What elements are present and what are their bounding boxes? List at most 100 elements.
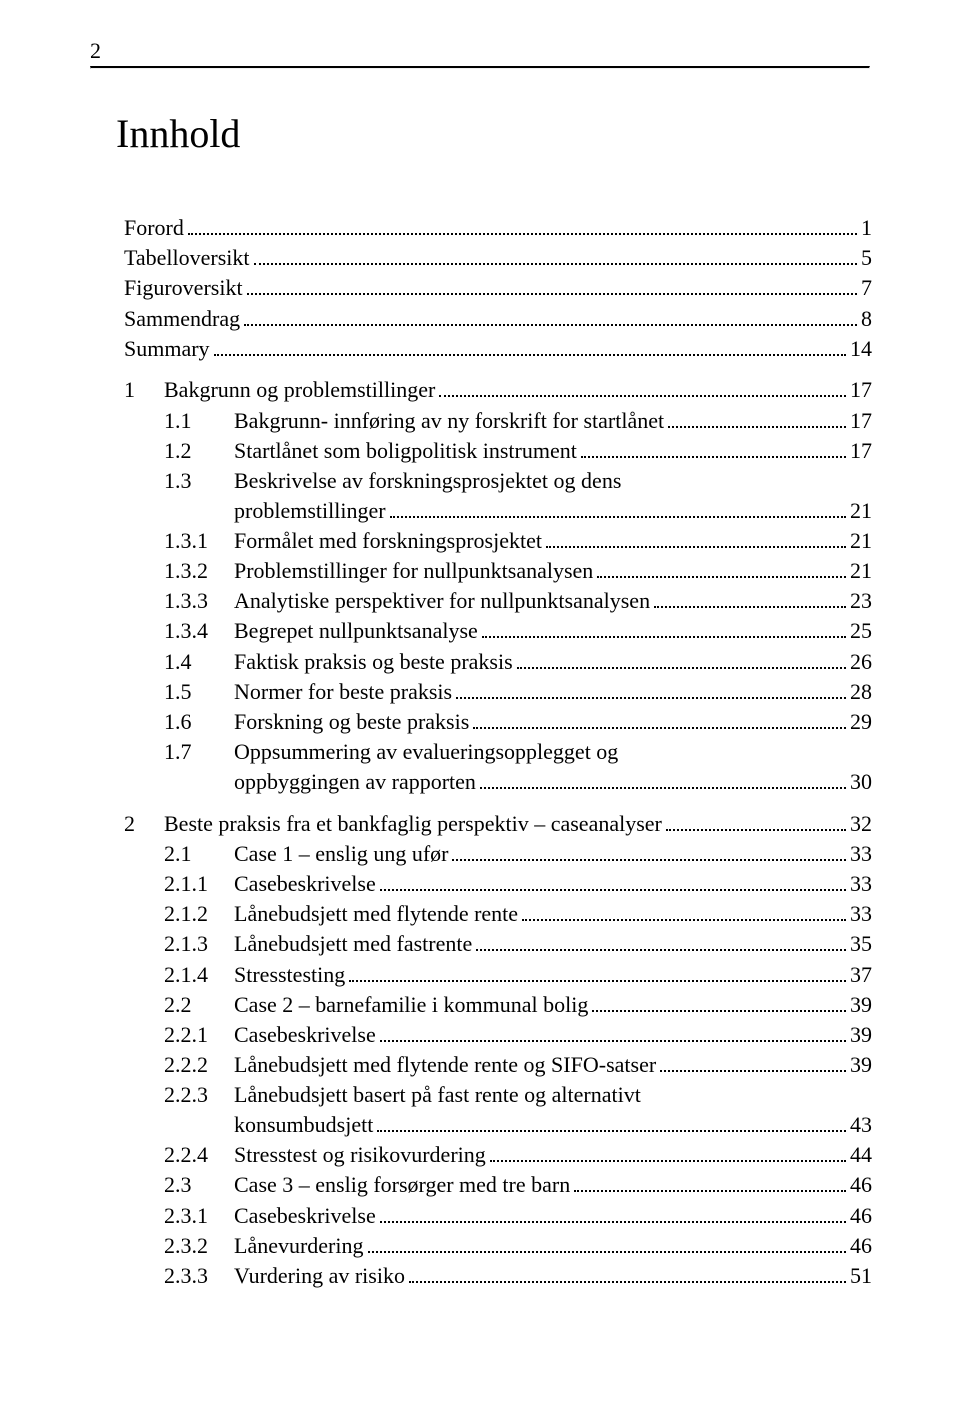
toc-label: Casebeskrivelse — [234, 1201, 376, 1231]
leader-dots — [390, 500, 846, 518]
toc-page: 37 — [850, 960, 872, 990]
toc-page: 46 — [850, 1170, 872, 1200]
toc-label: Sammendrag — [124, 304, 240, 334]
toc-label: Problemstillinger for nullpunktsanalysen — [234, 556, 593, 586]
toc-num: 2.1 — [164, 839, 234, 869]
toc-page: 33 — [850, 899, 872, 929]
leader-dots — [452, 843, 846, 861]
leader-dots — [480, 771, 846, 789]
toc-page: 29 — [850, 707, 872, 737]
leader-dots — [546, 530, 846, 548]
toc-num: 2.3.3 — [164, 1261, 234, 1291]
toc-row: 1.2 Startlånet som boligpolitisk instrum… — [164, 436, 872, 466]
toc-multiline: Oppsummering av evalueringsopplegget og … — [234, 737, 872, 796]
toc-page: 26 — [850, 647, 872, 677]
leader-dots — [654, 591, 846, 609]
toc-row: 1.3.2 Problemstillinger for nullpunktsan… — [164, 556, 872, 586]
toc-label: Lånebudsjett med flytende rente og SIFO-… — [234, 1050, 656, 1080]
toc-label: problemstillinger — [234, 496, 386, 526]
toc-page: 17 — [850, 406, 872, 436]
toc-num: 1.6 — [164, 707, 234, 737]
toc-row: 1.3.1 Formålet med forskningsprosjektet … — [164, 526, 872, 556]
toc-label: Case 3 – enslig forsørger med tre barn — [234, 1170, 570, 1200]
leader-dots — [380, 1205, 846, 1223]
toc-row: 2.1.2 Lånebudsjett med flytende rente 33 — [164, 899, 872, 929]
leader-dots — [377, 1114, 846, 1132]
toc-multiline: Beskrivelse av forskningsprosjektet og d… — [234, 466, 872, 525]
toc-label: Case 2 – barnefamilie i kommunal bolig — [234, 990, 588, 1020]
toc-num: 2.3.2 — [164, 1231, 234, 1261]
toc-label: Casebeskrivelse — [234, 869, 376, 899]
leader-dots — [597, 560, 846, 578]
toc-row: 2.3.3 Vurdering av risiko 51 — [164, 1261, 872, 1291]
toc-label: Figuroversikt — [124, 273, 243, 303]
leader-dots — [666, 813, 846, 831]
toc-row: 2.2.3 Lånebudsjett basert på fast rente … — [164, 1080, 872, 1139]
toc-label: Beste praksis fra et bankfaglig perspekt… — [164, 809, 662, 839]
toc-page: 32 — [850, 809, 872, 839]
table-of-contents: Forord 1 Tabelloversikt 5 Figuroversikt … — [124, 213, 872, 1291]
toc-row: 2.2.2 Lånebudsjett med flytende rente og… — [164, 1050, 872, 1080]
leader-dots — [522, 904, 846, 922]
content-area: Innhold Forord 1 Tabelloversikt 5 Figuro… — [124, 110, 872, 1291]
toc-row: 1.3 Beskrivelse av forskningsprosjektet … — [164, 466, 872, 525]
page-number: 2 — [90, 38, 101, 64]
toc-page: 43 — [850, 1110, 872, 1140]
toc-row: 1.4 Faktisk praksis og beste praksis 26 — [164, 647, 872, 677]
toc-row: 2.3.2 Lånevurdering 46 — [164, 1231, 872, 1261]
toc-row: Sammendrag 8 — [124, 304, 872, 334]
toc-label: Beskrivelse av forskningsprosjektet og d… — [234, 466, 872, 496]
toc-row: 2.1.3 Lånebudsjett med fastrente 35 — [164, 929, 872, 959]
toc-num: 1.7 — [164, 737, 234, 767]
leader-dots — [668, 410, 846, 428]
toc-label: Normer for beste praksis — [234, 677, 452, 707]
toc-page: 21 — [850, 526, 872, 556]
toc-page: 21 — [850, 556, 872, 586]
toc-label: Stresstest og risikovurdering — [234, 1140, 486, 1170]
toc-num: 2.3.1 — [164, 1201, 234, 1231]
toc-row: 1.3.4 Begrepet nullpunktsanalyse 25 — [164, 616, 872, 646]
toc-row: 2.2.4 Stresstest og risikovurdering 44 — [164, 1140, 872, 1170]
toc-page: 44 — [850, 1140, 872, 1170]
leader-dots — [409, 1265, 846, 1283]
toc-page: 8 — [861, 304, 872, 334]
toc-row: 2.2.1 Casebeskrivelse 39 — [164, 1020, 872, 1050]
toc-num: 2.2 — [164, 990, 234, 1020]
leader-dots — [517, 651, 846, 669]
toc-label: Lånebudsjett med fastrente — [234, 929, 472, 959]
toc-page: 30 — [850, 767, 872, 797]
toc-page: 33 — [850, 839, 872, 869]
toc-multiline: Lånebudsjett basert på fast rente og alt… — [234, 1080, 872, 1139]
chapter-block: 2 Beste praksis fra et bankfaglig perspe… — [124, 809, 872, 1291]
toc-label: Stresstesting — [234, 960, 345, 990]
page-title: Innhold — [116, 110, 872, 157]
toc-label: Casebeskrivelse — [234, 1020, 376, 1050]
leader-dots — [660, 1054, 846, 1072]
toc-page: 14 — [850, 334, 872, 364]
toc-row: 2.3 Case 3 – enslig forsørger med tre ba… — [164, 1170, 872, 1200]
toc-page: 51 — [850, 1261, 872, 1291]
leader-dots — [439, 380, 846, 398]
toc-label: Lånebudsjett med flytende rente — [234, 899, 518, 929]
toc-num: 2 — [124, 809, 164, 839]
toc-page: 28 — [850, 677, 872, 707]
toc-page: 35 — [850, 929, 872, 959]
toc-page: 21 — [850, 496, 872, 526]
toc-row: 1.5 Normer for beste praksis 28 — [164, 677, 872, 707]
leader-dots — [244, 308, 857, 326]
toc-num: 1.3 — [164, 466, 234, 496]
toc-page: 17 — [850, 375, 872, 405]
toc-row: 2.1.1 Casebeskrivelse 33 — [164, 869, 872, 899]
toc-num: 1.3.4 — [164, 616, 234, 646]
leader-dots — [482, 621, 846, 639]
toc-row: 1.6 Forskning og beste praksis 29 — [164, 707, 872, 737]
leader-dots — [368, 1235, 847, 1253]
header-rule — [90, 66, 870, 69]
toc-label: Forskning og beste praksis — [234, 707, 469, 737]
toc-num: 2.2.2 — [164, 1050, 234, 1080]
toc-row: 2.2 Case 2 – barnefamilie i kommunal bol… — [164, 990, 872, 1020]
toc-label: Bakgrunn og problemstillinger — [164, 375, 435, 405]
toc-label: Formålet med forskningsprosjektet — [234, 526, 542, 556]
toc-num: 1.2 — [164, 436, 234, 466]
toc-row: Summary 14 — [124, 334, 872, 364]
